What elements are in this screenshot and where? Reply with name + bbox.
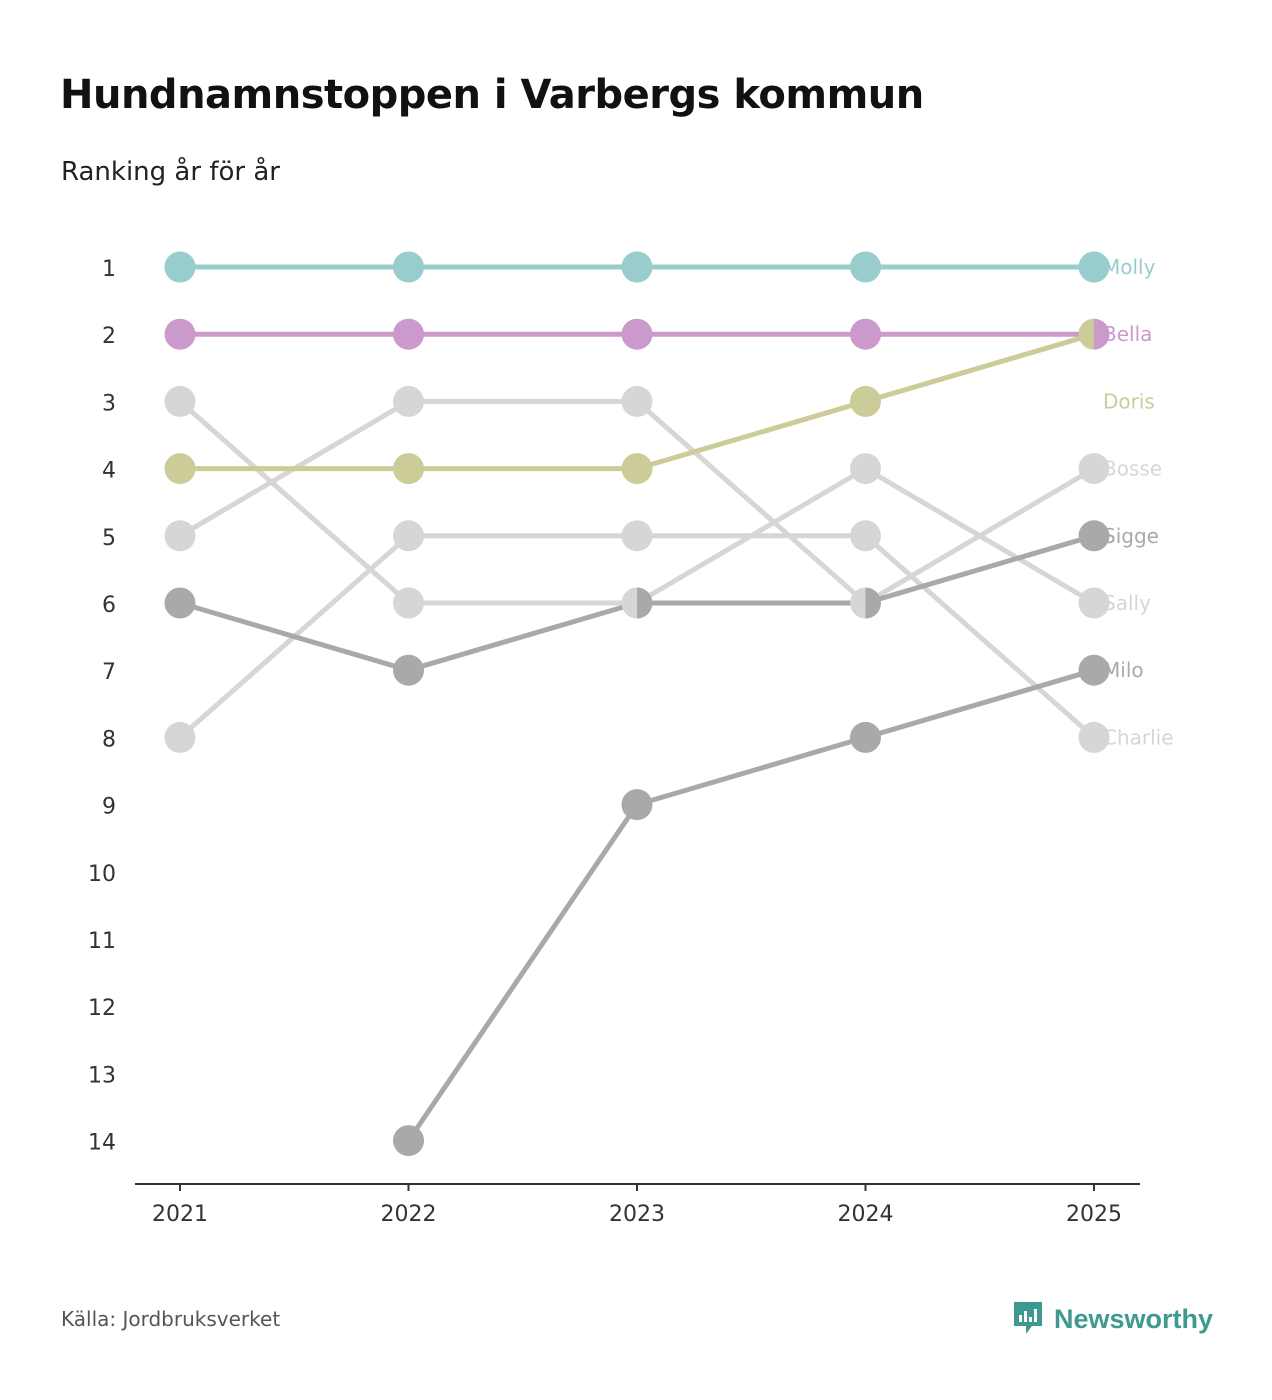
point-sigge (637, 587, 653, 619)
y-tick-label: 3 (102, 391, 116, 416)
point-sally (621, 385, 653, 417)
point-bella (164, 318, 196, 350)
point-sally (393, 385, 424, 417)
y-tick-label: 7 (102, 660, 116, 685)
point-molly (164, 251, 196, 283)
point-sigge (865, 587, 881, 619)
brand-name: Newsworthy (1054, 1303, 1214, 1334)
y-tick-label: 8 (102, 727, 116, 752)
point-charlie (393, 587, 424, 619)
end-label-sigge: Sigge (1103, 524, 1159, 548)
brand[interactable]: Newsworthy (1012, 1300, 1213, 1338)
x-tick-label: 2022 (381, 1202, 437, 1227)
end-label-molly: Molly (1103, 255, 1156, 279)
series-line-sally (177, 398, 1097, 606)
end-label-bosse: Bosse (1103, 457, 1162, 481)
source-note: Källa: Jordbruksverket (61, 1307, 281, 1331)
point-bosse (1078, 721, 1110, 753)
point-bosse (393, 520, 424, 552)
point-charlie (850, 453, 881, 485)
point-bella (1094, 318, 1110, 350)
newsworthy-logo-icon (1014, 1302, 1042, 1334)
point-sigge (393, 654, 424, 686)
point-charlie (621, 587, 637, 619)
end-label-sally: Sally (1103, 591, 1151, 615)
series-points (164, 251, 1110, 1157)
y-tick-label: 6 (102, 593, 116, 618)
point-doris (393, 453, 424, 485)
end-label-doris: Doris (1103, 389, 1155, 413)
point-milo (1078, 654, 1110, 686)
x-tick-label: 2021 (152, 1202, 208, 1227)
point-charlie (164, 385, 196, 417)
point-molly (621, 251, 653, 283)
point-sigge (164, 587, 196, 619)
point-milo (393, 1125, 424, 1157)
y-tick-label: 11 (88, 929, 116, 954)
series-line-charlie (177, 398, 1097, 606)
y-tick-label: 1 (102, 257, 116, 282)
point-bella (621, 318, 653, 350)
point-sally (164, 520, 196, 552)
page-title: Hundnamnstoppen i Varbergs kommun (60, 72, 924, 118)
end-labels: Molly Bella Doris Bosse Sigge Sally Milo Charli… (1103, 255, 1174, 749)
point-sigge (1078, 520, 1110, 552)
page-subtitle: Ranking år för år (61, 157, 280, 187)
y-tick-label: 12 (88, 996, 116, 1021)
point-doris (164, 453, 196, 485)
point-molly (1078, 251, 1110, 283)
series-line-bosse (177, 533, 1097, 740)
point-milo (850, 721, 881, 753)
end-label-bella: Bella (1103, 322, 1152, 346)
point-molly (850, 251, 881, 283)
y-tick-label: 4 (102, 459, 116, 484)
y-tick-label: 10 (88, 862, 116, 887)
point-sally (849, 587, 866, 619)
point-doris (850, 385, 881, 417)
point-bella (850, 318, 881, 350)
y-tick-label: 9 (102, 795, 116, 820)
point-molly (393, 251, 424, 283)
x-tick-label: 2024 (838, 1202, 894, 1227)
point-bosse (164, 721, 196, 753)
point-doris (621, 453, 653, 485)
x-tick-label: 2025 (1066, 1202, 1122, 1227)
point-doris (1078, 318, 1094, 350)
end-label-milo: Milo (1103, 658, 1144, 682)
point-charlie (1078, 587, 1110, 619)
y-tick-label: 13 (88, 1063, 116, 1088)
y-tick-label: 5 (102, 526, 116, 551)
point-milo (621, 789, 653, 821)
point-bosse (850, 520, 881, 552)
y-tick-label: 2 (102, 324, 116, 349)
point-bosse (621, 520, 653, 552)
point-bella (393, 318, 424, 350)
end-label-charlie: Charlie (1103, 725, 1174, 749)
x-axis-ticks: 2021 2022 2023 2024 2025 (152, 1184, 1122, 1227)
series-line-milo (406, 667, 1097, 1144)
point-sally (1078, 453, 1110, 485)
x-tick-label: 2023 (609, 1202, 665, 1227)
y-tick-label: 14 (88, 1131, 116, 1156)
